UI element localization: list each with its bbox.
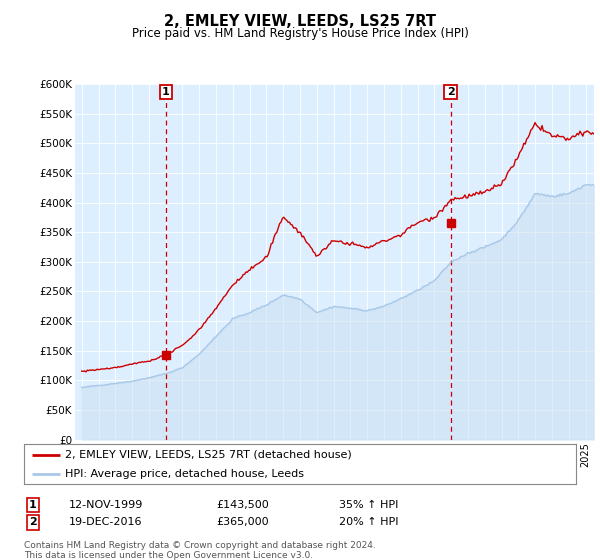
Text: 2: 2	[29, 517, 37, 528]
Text: 12-NOV-1999: 12-NOV-1999	[69, 500, 143, 510]
Text: 2, EMLEY VIEW, LEEDS, LS25 7RT (detached house): 2, EMLEY VIEW, LEEDS, LS25 7RT (detached…	[65, 450, 352, 460]
Text: £143,500: £143,500	[216, 500, 269, 510]
Text: 1: 1	[29, 500, 37, 510]
Text: 20% ↑ HPI: 20% ↑ HPI	[339, 517, 398, 528]
Text: 2, EMLEY VIEW, LEEDS, LS25 7RT: 2, EMLEY VIEW, LEEDS, LS25 7RT	[164, 14, 436, 29]
Text: 35% ↑ HPI: 35% ↑ HPI	[339, 500, 398, 510]
Text: 19-DEC-2016: 19-DEC-2016	[69, 517, 143, 528]
Text: 1: 1	[162, 87, 170, 97]
Text: HPI: Average price, detached house, Leeds: HPI: Average price, detached house, Leed…	[65, 469, 304, 479]
Text: £365,000: £365,000	[216, 517, 269, 528]
Text: Price paid vs. HM Land Registry's House Price Index (HPI): Price paid vs. HM Land Registry's House …	[131, 27, 469, 40]
Text: 2: 2	[446, 87, 454, 97]
Text: Contains HM Land Registry data © Crown copyright and database right 2024.
This d: Contains HM Land Registry data © Crown c…	[24, 541, 376, 560]
